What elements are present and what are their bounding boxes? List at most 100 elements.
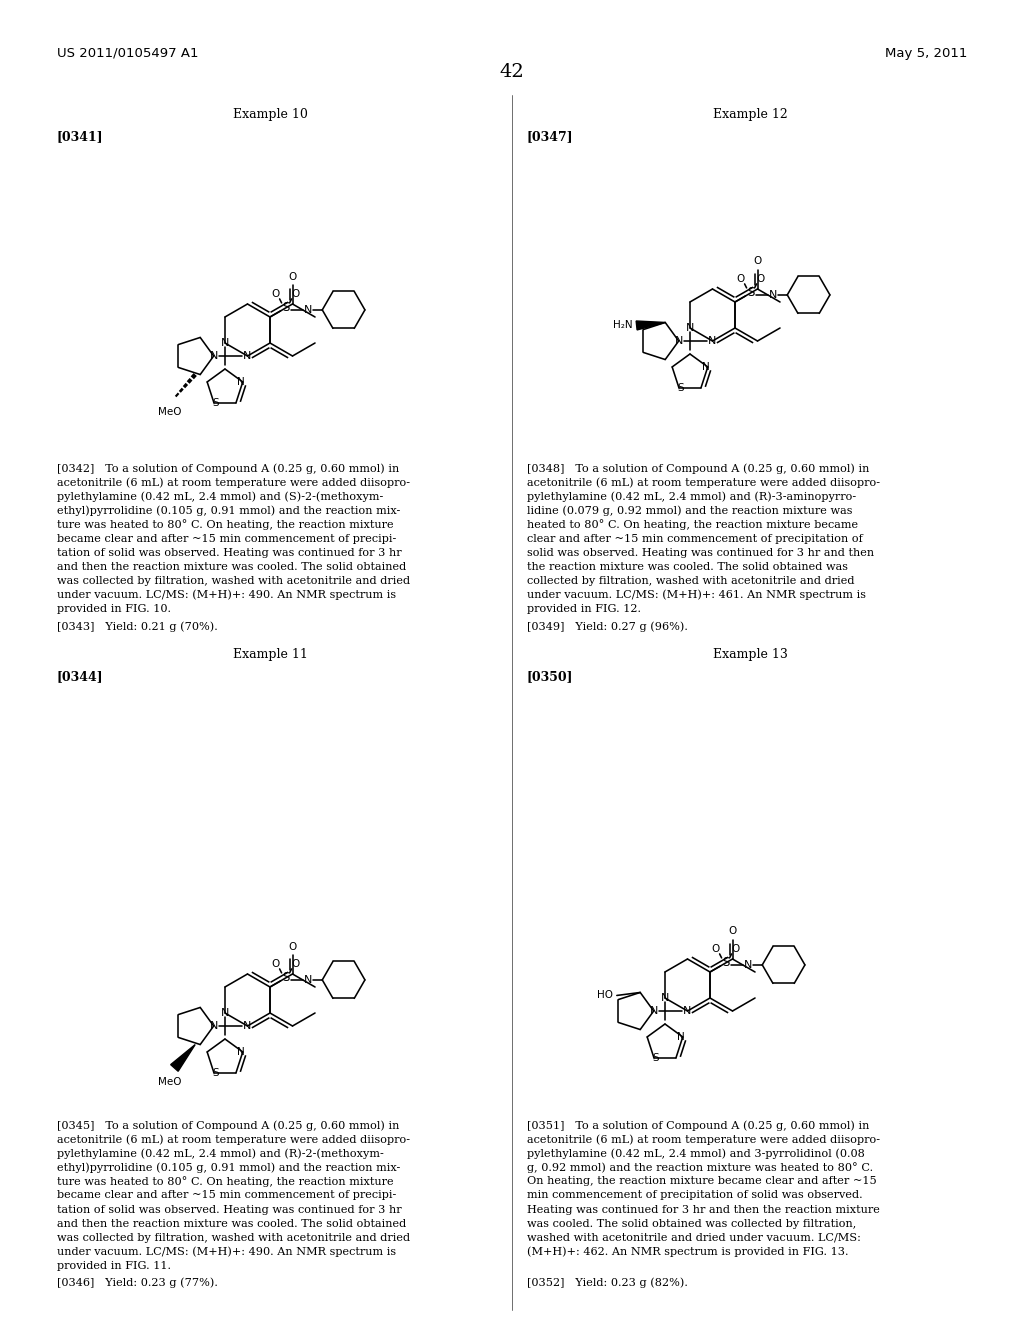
- Text: N: N: [683, 1006, 691, 1016]
- Text: pylethylamine (0.42 mL, 2.4 mmol) and 3-pyrrolidinol (0.08: pylethylamine (0.42 mL, 2.4 mmol) and 3-…: [527, 1148, 865, 1159]
- Text: O: O: [289, 941, 297, 952]
- Text: became clear and after ~15 min commencement of precipi-: became clear and after ~15 min commencem…: [57, 533, 396, 544]
- Text: N: N: [303, 975, 311, 985]
- Text: S: S: [213, 397, 219, 408]
- Text: N: N: [709, 337, 717, 346]
- Text: N: N: [686, 323, 694, 333]
- Text: MeO: MeO: [158, 1077, 181, 1086]
- Text: [0352]   Yield: 0.23 g (82%).: [0352] Yield: 0.23 g (82%).: [527, 1276, 688, 1287]
- Text: N: N: [649, 1006, 657, 1016]
- Text: the reaction mixture was cooled. The solid obtained was: the reaction mixture was cooled. The sol…: [527, 562, 848, 572]
- Text: [0344]: [0344]: [57, 671, 103, 682]
- Text: [0349]   Yield: 0.27 g (96%).: [0349] Yield: 0.27 g (96%).: [527, 620, 688, 631]
- Text: H₂N: H₂N: [612, 321, 633, 330]
- Text: ethyl)pyrrolidine (0.105 g, 0.91 mmol) and the reaction mix-: ethyl)pyrrolidine (0.105 g, 0.91 mmol) a…: [57, 506, 400, 516]
- Text: ture was heated to 80° C. On heating, the reaction mixture: ture was heated to 80° C. On heating, th…: [57, 1176, 393, 1187]
- Text: O: O: [731, 944, 739, 954]
- Text: S: S: [652, 1053, 659, 1063]
- Text: N: N: [660, 993, 669, 1003]
- Text: [0346]   Yield: 0.23 g (77%).: [0346] Yield: 0.23 g (77%).: [57, 1276, 218, 1287]
- Text: 42: 42: [500, 63, 524, 81]
- Text: O: O: [271, 958, 280, 969]
- Text: acetonitrile (6 mL) at room temperature were added diisopro-: acetonitrile (6 mL) at room temperature …: [57, 1134, 410, 1144]
- Polygon shape: [171, 1044, 196, 1072]
- Text: was collected by filtration, washed with acetonitrile and dried: was collected by filtration, washed with…: [57, 576, 411, 586]
- Text: N: N: [244, 351, 252, 360]
- Text: (M+H)+: 462. An NMR spectrum is provided in FIG. 13.: (M+H)+: 462. An NMR spectrum is provided…: [527, 1247, 849, 1258]
- Text: under vacuum. LC/MS: (M+H)+: 490. An NMR spectrum is: under vacuum. LC/MS: (M+H)+: 490. An NMR…: [57, 1247, 396, 1258]
- Text: O: O: [754, 256, 762, 267]
- Text: N: N: [210, 1020, 218, 1031]
- Text: S: S: [282, 972, 290, 985]
- Text: [0345]   To a solution of Compound A (0.25 g, 0.60 mmol) in: [0345] To a solution of Compound A (0.25…: [57, 1119, 399, 1130]
- Text: [0343]   Yield: 0.21 g (70%).: [0343] Yield: 0.21 g (70%).: [57, 620, 218, 631]
- Text: provided in FIG. 11.: provided in FIG. 11.: [57, 1261, 171, 1271]
- Text: Example 13: Example 13: [713, 648, 787, 661]
- Text: S: S: [213, 1068, 219, 1078]
- Text: O: O: [271, 289, 280, 298]
- Text: US 2011/0105497 A1: US 2011/0105497 A1: [57, 48, 199, 59]
- Text: lidine (0.079 g, 0.92 mmol) and the reaction mixture was: lidine (0.079 g, 0.92 mmol) and the reac…: [527, 506, 853, 516]
- Text: N: N: [221, 338, 229, 348]
- Text: S: S: [746, 286, 755, 300]
- Text: S: S: [282, 301, 290, 314]
- Text: Heating was continued for 3 hr and then the reaction mixture: Heating was continued for 3 hr and then …: [527, 1205, 880, 1214]
- Text: min commencement of precipitation of solid was observed.: min commencement of precipitation of sol…: [527, 1191, 862, 1200]
- Text: N: N: [221, 1008, 229, 1018]
- Text: O: O: [292, 958, 300, 969]
- Text: tation of solid was observed. Heating was continued for 3 hr: tation of solid was observed. Heating wa…: [57, 1205, 401, 1214]
- Text: acetonitrile (6 mL) at room temperature were added diisopro-: acetonitrile (6 mL) at room temperature …: [527, 477, 880, 487]
- Text: N: N: [210, 351, 218, 360]
- Text: g, 0.92 mmol) and the reaction mixture was heated to 80° C.: g, 0.92 mmol) and the reaction mixture w…: [527, 1163, 873, 1173]
- Text: N: N: [675, 337, 683, 346]
- Text: ethyl)pyrrolidine (0.105 g, 0.91 mmol) and the reaction mix-: ethyl)pyrrolidine (0.105 g, 0.91 mmol) a…: [57, 1163, 400, 1173]
- Text: [0342]   To a solution of Compound A (0.25 g, 0.60 mmol) in: [0342] To a solution of Compound A (0.25…: [57, 463, 399, 474]
- Text: acetonitrile (6 mL) at room temperature were added diisopro-: acetonitrile (6 mL) at room temperature …: [527, 1134, 880, 1144]
- Text: and then the reaction mixture was cooled. The solid obtained: and then the reaction mixture was cooled…: [57, 1218, 407, 1229]
- Text: O: O: [292, 289, 300, 298]
- Text: O: O: [728, 927, 736, 936]
- Text: [0347]: [0347]: [527, 129, 573, 143]
- Text: N: N: [237, 378, 245, 387]
- Text: MeO: MeO: [158, 407, 181, 417]
- Text: Example 10: Example 10: [232, 108, 307, 121]
- Text: O: O: [736, 275, 744, 284]
- Text: On heating, the reaction mixture became clear and after ~15: On heating, the reaction mixture became …: [527, 1176, 877, 1187]
- Text: S: S: [722, 957, 729, 969]
- Text: N: N: [677, 1032, 685, 1041]
- Text: O: O: [289, 272, 297, 281]
- Text: clear and after ~15 min commencement of precipitation of: clear and after ~15 min commencement of …: [527, 533, 863, 544]
- Text: [0348]   To a solution of Compound A (0.25 g, 0.60 mmol) in: [0348] To a solution of Compound A (0.25…: [527, 463, 869, 474]
- Text: under vacuum. LC/MS: (M+H)+: 461. An NMR spectrum is: under vacuum. LC/MS: (M+H)+: 461. An NMR…: [527, 590, 866, 601]
- Text: [0351]   To a solution of Compound A (0.25 g, 0.60 mmol) in: [0351] To a solution of Compound A (0.25…: [527, 1119, 869, 1130]
- Text: collected by filtration, washed with acetonitrile and dried: collected by filtration, washed with ace…: [527, 576, 854, 586]
- Text: pylethylamine (0.42 mL, 2.4 mmol) and (S)-2-(methoxym-: pylethylamine (0.42 mL, 2.4 mmol) and (S…: [57, 491, 383, 502]
- Text: O: O: [712, 944, 720, 954]
- Text: S: S: [678, 383, 684, 393]
- Text: heated to 80° C. On heating, the reaction mixture became: heated to 80° C. On heating, the reactio…: [527, 519, 858, 531]
- Text: under vacuum. LC/MS: (M+H)+: 490. An NMR spectrum is: under vacuum. LC/MS: (M+H)+: 490. An NMR…: [57, 590, 396, 601]
- Text: Example 11: Example 11: [232, 648, 307, 661]
- Text: N: N: [701, 362, 710, 372]
- Text: Example 12: Example 12: [713, 108, 787, 121]
- Text: acetonitrile (6 mL) at room temperature were added diisopro-: acetonitrile (6 mL) at room temperature …: [57, 477, 410, 487]
- Text: May 5, 2011: May 5, 2011: [885, 48, 967, 59]
- Text: became clear and after ~15 min commencement of precipi-: became clear and after ~15 min commencem…: [57, 1191, 396, 1200]
- Text: N: N: [244, 1020, 252, 1031]
- Text: was collected by filtration, washed with acetonitrile and dried: was collected by filtration, washed with…: [57, 1233, 411, 1243]
- Text: provided in FIG. 10.: provided in FIG. 10.: [57, 605, 171, 614]
- Text: N: N: [303, 305, 311, 315]
- Text: was cooled. The solid obtained was collected by filtration,: was cooled. The solid obtained was colle…: [527, 1218, 856, 1229]
- Text: pylethylamine (0.42 mL, 2.4 mmol) and (R)-3-aminopyrro-: pylethylamine (0.42 mL, 2.4 mmol) and (R…: [527, 491, 856, 502]
- Text: ture was heated to 80° C. On heating, the reaction mixture: ture was heated to 80° C. On heating, th…: [57, 519, 393, 531]
- Text: N: N: [237, 1047, 245, 1057]
- Text: [0350]: [0350]: [527, 671, 573, 682]
- Text: provided in FIG. 12.: provided in FIG. 12.: [527, 605, 641, 614]
- Text: pylethylamine (0.42 mL, 2.4 mmol) and (R)-2-(methoxym-: pylethylamine (0.42 mL, 2.4 mmol) and (R…: [57, 1148, 384, 1159]
- Text: tation of solid was observed. Heating was continued for 3 hr: tation of solid was observed. Heating wa…: [57, 548, 401, 557]
- Text: N: N: [768, 290, 777, 300]
- Polygon shape: [636, 321, 666, 330]
- Text: HO: HO: [597, 990, 612, 1001]
- Text: washed with acetonitrile and dried under vacuum. LC/MS:: washed with acetonitrile and dried under…: [527, 1233, 861, 1243]
- Text: [0341]: [0341]: [57, 129, 103, 143]
